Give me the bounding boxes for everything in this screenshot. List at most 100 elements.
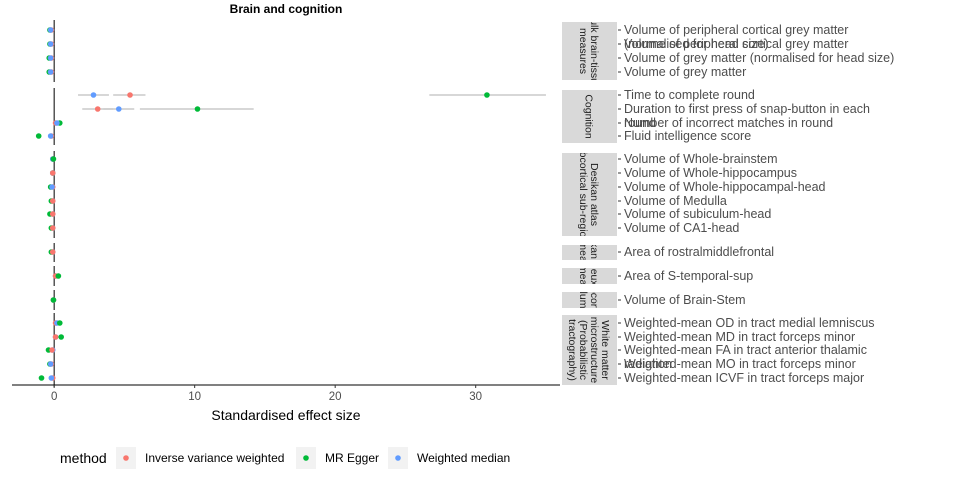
strip-label: Desikan atlasarea measures bbox=[577, 217, 600, 287]
facet-panel bbox=[48, 243, 56, 262]
facet-strip: Subcorticalvolumes bbox=[562, 292, 617, 308]
row-label: Volume of grey matter bbox=[624, 65, 746, 79]
point-marker bbox=[49, 170, 56, 176]
estimate-point bbox=[47, 41, 54, 47]
estimate-point bbox=[35, 133, 42, 139]
row-label: Weighted-mean OD in tract medial lemnisc… bbox=[624, 316, 875, 330]
x-tick-label: 20 bbox=[329, 391, 342, 403]
point-marker bbox=[58, 334, 64, 340]
estimate-point bbox=[54, 120, 60, 126]
row-label: Area of rostralmiddlefrontal bbox=[624, 245, 774, 259]
legend: method Inverse variance weighted MR Egger… bbox=[60, 447, 510, 469]
point-marker bbox=[48, 375, 55, 381]
point-marker bbox=[90, 92, 97, 98]
facet-strip: Destrieux atlasarea measures bbox=[562, 241, 617, 311]
row-label: Volume of peripheral cortical grey matte… bbox=[624, 23, 848, 51]
point-marker bbox=[54, 120, 60, 126]
legend-marker bbox=[395, 455, 401, 461]
estimate-point bbox=[50, 297, 57, 303]
strip-label: Cognition bbox=[583, 94, 595, 139]
point-marker bbox=[35, 133, 42, 139]
estimate-point bbox=[48, 375, 55, 381]
plot-area bbox=[35, 20, 546, 387]
estimate-point bbox=[49, 198, 56, 204]
x-tick-label: 10 bbox=[188, 391, 201, 403]
estimate-point bbox=[47, 133, 54, 139]
row-label: Volume of Whole-brainstem bbox=[624, 152, 778, 166]
x-tick-label: 0 bbox=[51, 391, 57, 403]
point-marker bbox=[47, 27, 54, 33]
facet-panel bbox=[52, 266, 62, 286]
legend-item: Inverse variance weighted bbox=[116, 447, 284, 469]
legend-item: MR Egger bbox=[296, 447, 379, 469]
row-label: Volume of subiculum-head bbox=[624, 207, 771, 221]
point-marker bbox=[49, 184, 55, 190]
strip-background bbox=[562, 292, 617, 308]
estimate-point bbox=[47, 361, 54, 367]
point-marker bbox=[49, 249, 56, 255]
chart-title: Brain and cognition bbox=[230, 2, 343, 16]
row-label: Number of incorrect matches in round bbox=[624, 116, 833, 130]
point-marker bbox=[484, 92, 490, 98]
facet-strips: Bulk brain-tissuemeasures Cognition Desika… bbox=[562, 12, 617, 385]
row-label: Weighted-mean ICVF in tract forceps majo… bbox=[624, 371, 864, 385]
facet-panel bbox=[46, 20, 55, 82]
estimate-point bbox=[49, 184, 55, 190]
row-label: Duration to first press of snap-button i… bbox=[624, 102, 870, 130]
strip-label: Bulk brain-tissuemeasures bbox=[577, 12, 600, 90]
row-labels: Volume of peripheral cortical grey matte… bbox=[618, 23, 894, 385]
legend-title: method bbox=[60, 450, 107, 466]
strip-label: Desikan atlassubcortical sub-regions bbox=[577, 141, 600, 249]
row-label: Volume of Medulla bbox=[624, 194, 727, 208]
legend-label: MR Egger bbox=[325, 451, 379, 465]
point-marker bbox=[47, 133, 54, 139]
estimate-point bbox=[47, 27, 54, 33]
x-axis: 0 10 20 30 bbox=[12, 384, 560, 403]
row-label: Volume of Whole-hippocampus bbox=[624, 166, 797, 180]
strip-label: White mattermicrostructure(Probabilistic… bbox=[566, 317, 611, 384]
row-label: Volume of grey matter (normalised for he… bbox=[624, 51, 894, 65]
facet-panel bbox=[47, 151, 57, 238]
estimate-point bbox=[49, 249, 56, 255]
estimate-point bbox=[113, 92, 146, 98]
estimate-point bbox=[55, 273, 62, 279]
estimate-point bbox=[56, 320, 63, 326]
point-marker bbox=[49, 198, 56, 204]
point-marker bbox=[50, 297, 57, 303]
point-marker bbox=[52, 334, 59, 340]
estimate-point bbox=[49, 170, 56, 176]
row-label: Area of S-temporal-sup bbox=[624, 269, 753, 283]
facet-strip: White mattermicrostructure(Probabilistic… bbox=[562, 315, 617, 385]
facet-panel bbox=[38, 313, 64, 387]
row-label: Volume of CA1-head bbox=[624, 221, 739, 235]
x-tick-label: 30 bbox=[469, 391, 482, 403]
estimate-point bbox=[47, 69, 54, 75]
row-label: Weighted-mean MD in tract forceps minor bbox=[624, 330, 855, 344]
point-marker bbox=[56, 320, 63, 326]
estimate-point bbox=[52, 334, 59, 340]
legend-label: Inverse variance weighted bbox=[145, 451, 284, 465]
row-label: Volume of Whole-hippocampal-head bbox=[624, 180, 826, 194]
estimate-point bbox=[38, 375, 45, 381]
point-marker bbox=[115, 106, 122, 112]
estimate-point bbox=[139, 106, 254, 112]
estimate-point bbox=[49, 347, 55, 353]
point-marker bbox=[38, 375, 45, 381]
row-label: Volume of peripheral cortical grey matte… bbox=[624, 37, 848, 51]
strip-background bbox=[562, 245, 617, 260]
estimate-point bbox=[103, 106, 135, 112]
point-marker bbox=[47, 55, 54, 61]
legend-label: Weighted median bbox=[417, 451, 510, 465]
estimate-point bbox=[58, 334, 64, 340]
point-marker bbox=[194, 106, 201, 112]
legend-items: Inverse variance weighted MR Egger Weighte… bbox=[116, 447, 510, 469]
estimate-point bbox=[78, 92, 109, 98]
point-marker bbox=[47, 69, 54, 75]
estimate-point bbox=[429, 92, 546, 98]
facet-strip: Bulk brain-tissuemeasures bbox=[562, 12, 617, 90]
facet-panel bbox=[35, 88, 546, 145]
point-marker bbox=[47, 41, 54, 47]
x-axis-title: Standardised effect size bbox=[211, 407, 360, 423]
strip-label: Destrieux atlasarea measures bbox=[577, 241, 600, 311]
